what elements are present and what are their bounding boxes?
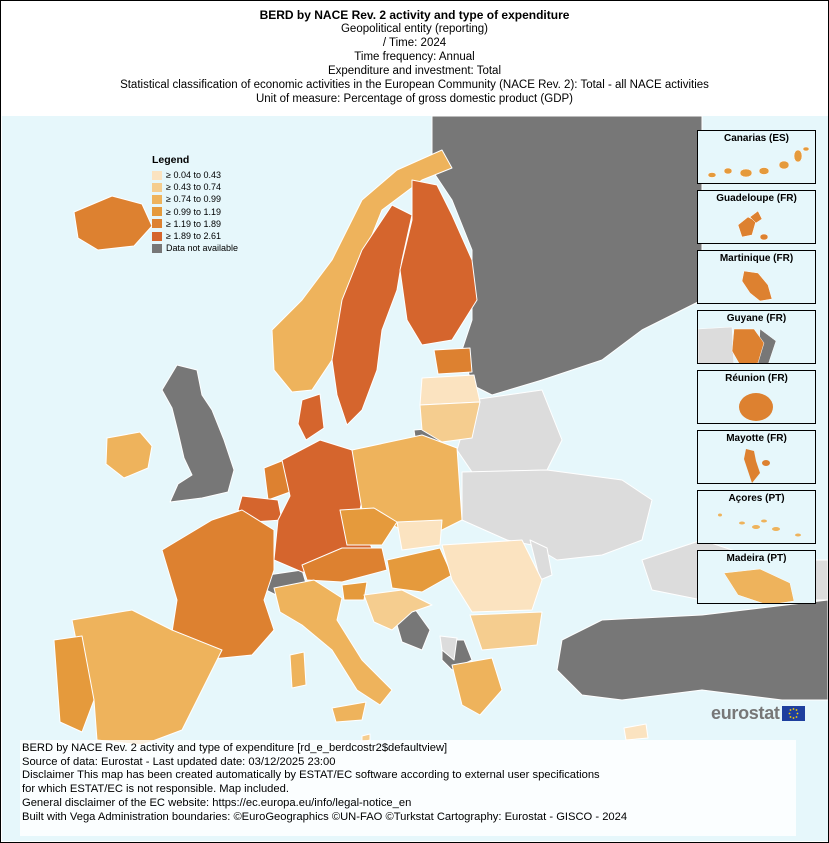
ireland-region (105, 431, 153, 479)
estonia-region (433, 347, 473, 375)
eurostat-logo: eurostat (711, 703, 805, 724)
inset-label: Martinique (FR) (719, 253, 794, 264)
finland-region (399, 179, 478, 346)
inset-label: Canarias (ES) (723, 133, 790, 144)
footer-disclaimer-cont: for which ESTAT/EC is not responsible. M… (22, 783, 289, 796)
inset-reunion[interactable]: Réunion (FR) (697, 370, 816, 424)
italy-region (273, 579, 393, 706)
map-legend: Legend ≥ 0.04 to 0.43 ≥ 0.43 to 0.74 ≥ 0… (152, 154, 238, 254)
subtitle-time: / Time: 2024 (382, 37, 447, 49)
inset-label: Açores (PT) (728, 493, 785, 504)
inset-shape (707, 146, 810, 178)
footer-source: Source of data: Eurostat - Last updated … (22, 755, 336, 768)
inset-madeira[interactable]: Madeira (PT) (697, 550, 816, 604)
legend-title: Legend (152, 154, 190, 166)
map-header: BERD by NACE Rev. 2 activity and type of… (0, 0, 829, 106)
inset-shape (737, 210, 769, 241)
albania-region (439, 635, 458, 661)
inset-canarias[interactable]: Canarias (ES) (697, 130, 816, 184)
latvia-region (419, 374, 481, 406)
eu-flag-icon (781, 706, 805, 721)
legend-swatch (152, 194, 162, 204)
croatia-region (363, 589, 433, 631)
footer-disclaimer: Disclaimer This map has been created aut… (22, 769, 600, 782)
austria-region (301, 547, 388, 583)
inset-shape (723, 568, 795, 603)
portugal-region (53, 635, 95, 733)
inset-label: Réunion (FR) (725, 373, 788, 384)
legend-label: ≥ 1.19 to 1.89 (166, 218, 221, 229)
norway-region (271, 149, 453, 393)
denmark-region (297, 393, 325, 441)
map-footer: BERD by NACE Rev. 2 activity and type of… (20, 740, 796, 836)
legend-item: ≥ 0.04 to 0.43 (152, 169, 238, 181)
legend-swatch (152, 170, 162, 180)
inset-shape (744, 449, 770, 483)
iceland-region (73, 195, 153, 251)
legend-label: ≥ 0.99 to 1.19 (166, 206, 221, 217)
subtitle-expenditure: Expenditure and investment: Total (327, 65, 502, 77)
footer-credits: Built with Vega Administration boundarie… (22, 810, 628, 823)
inset-guyane[interactable]: Guyane (FR) (697, 310, 816, 364)
subtitle-frequency: Time frequency: Annual (354, 51, 475, 63)
cyprus-region (623, 723, 649, 741)
moldova-region (529, 539, 553, 581)
sicily-region (331, 701, 367, 723)
europe-map-svg (53, 116, 828, 746)
czechia-region (339, 507, 398, 546)
footer-legal-link[interactable]: General disclaimer of the EC website: ht… (22, 796, 412, 809)
legend-swatch (152, 207, 162, 217)
ukraine-region (461, 469, 653, 561)
lithuania-region (419, 401, 481, 443)
legend-item: ≥ 1.19 to 1.89 (152, 218, 238, 230)
legend-swatch (152, 231, 162, 241)
map-title: BERD by NACE Rev. 2 activity and type of… (259, 8, 570, 22)
legend-item: ≥ 0.99 to 1.19 (152, 206, 238, 218)
legend-item: ≥ 0.74 to 0.99 (152, 193, 238, 205)
inset-acores[interactable]: Açores (PT) (697, 490, 816, 544)
bulgaria-region (469, 611, 543, 651)
legend-label: Data not available (166, 243, 239, 254)
greece-region (451, 657, 503, 716)
sweden-region (331, 204, 413, 426)
choropleth-map[interactable] (2, 116, 828, 841)
legend-item: Data not available (152, 242, 238, 254)
inset-guadeloupe[interactable]: Guadeloupe (FR) (697, 190, 816, 244)
inset-shape (739, 393, 773, 421)
legend-swatch (152, 182, 162, 192)
russia-region (431, 116, 703, 396)
subtitle-unit: Unit of measure: Percentage of gross dom… (255, 93, 574, 105)
inset-mayotte[interactable]: Mayotte (FR) (697, 430, 816, 484)
uk-region (161, 364, 235, 503)
slovenia-region (341, 581, 368, 601)
legend-label: ≥ 0.74 to 0.99 (166, 194, 221, 205)
legend-label: ≥ 0.04 to 0.43 (166, 170, 221, 181)
subtitle-geo: Geopolitical entity (reporting) (340, 23, 488, 35)
slovakia-region (396, 519, 443, 551)
turkey-region (556, 599, 828, 701)
legend-item: ≥ 0.43 to 0.74 (152, 181, 238, 193)
inset-shape (718, 513, 801, 537)
romania-region (441, 539, 543, 613)
hungary-region (386, 547, 453, 593)
legend-swatch (152, 243, 162, 253)
inset-label: Guyane (FR) (726, 313, 787, 324)
legend-swatch (152, 219, 162, 229)
legend-item: ≥ 1.89 to 2.61 (152, 230, 238, 242)
footer-dataset: BERD by NACE Rev. 2 activity and type of… (22, 742, 448, 754)
inset-label: Guadeloupe (FR) (716, 193, 797, 204)
inset-martinique[interactable]: Martinique (FR) (697, 250, 816, 304)
inset-shape (698, 326, 777, 363)
sardinia-region (289, 651, 307, 689)
inset-label: Madeira (PT) (726, 553, 787, 564)
inset-shape (741, 270, 773, 302)
eurostat-wordmark: eurostat (711, 703, 780, 723)
legend-label: ≥ 1.89 to 2.61 (166, 231, 221, 242)
legend-label: ≥ 0.43 to 0.74 (166, 182, 221, 193)
inset-label: Mayotte (FR) (726, 433, 787, 444)
subtitle-nace: Statistical classification of economic a… (120, 79, 709, 91)
